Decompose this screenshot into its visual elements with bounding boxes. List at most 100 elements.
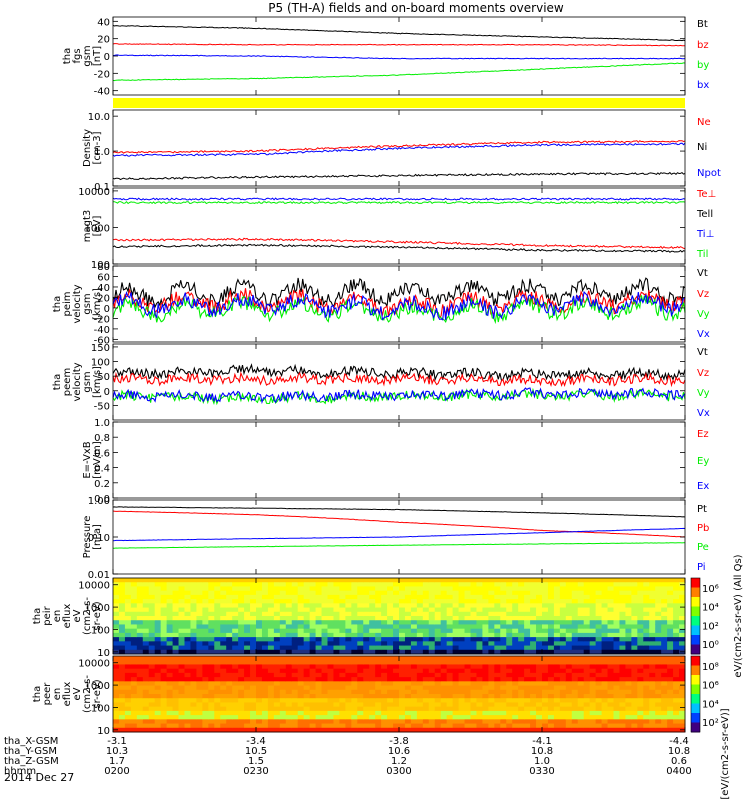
quality-flag-bar xyxy=(113,98,685,108)
efield-ytick: 0.6 xyxy=(94,448,110,459)
peim_velocity-ytick: 60 xyxy=(97,273,110,284)
peem_velocity-ytick: 50 xyxy=(97,372,110,383)
peim_velocity-series-Vx xyxy=(112,290,686,321)
ephem-value: 10.3 xyxy=(106,746,128,757)
pressure-ylabel-line: Pressure xyxy=(82,516,93,559)
ephem-value: 1.0 xyxy=(534,756,550,767)
peim_velocity-ytick: 0 xyxy=(104,304,110,315)
peer-colorbar: 10⁸ 10⁶ 10⁴ 10² [eV/(cm2-s-sr-eV)] xyxy=(690,655,731,800)
efield-ytick: 1.0 xyxy=(94,418,110,429)
temperature-series-Te⊥ xyxy=(112,237,686,250)
ephem-value: 10.5 xyxy=(245,746,267,757)
peir-ylabel-line: tha xyxy=(32,608,43,624)
pressure-legend-2: Pe xyxy=(697,542,709,553)
peir-colorbar-label: eV/(cm2-s-sr-eV) (All Qs) xyxy=(733,554,744,677)
efield-legend-2: Ex xyxy=(697,481,709,492)
peem_velocity-series-Vt xyxy=(112,363,686,382)
peim_velocity-ylabel-line: peim xyxy=(62,291,73,316)
peir-ytick: 1000 xyxy=(85,603,110,614)
peir-ylabel-line: eflux xyxy=(62,604,73,629)
fgs-legend-3: bx xyxy=(697,80,709,91)
peem_velocity-series-Vx xyxy=(112,387,686,405)
density-ylabel-line: [cm-3] xyxy=(92,131,103,164)
pressure-legend-1: Pb xyxy=(697,523,709,534)
peim_velocity-ylabel-line: velocity xyxy=(72,284,83,323)
peer-ytick: 10 xyxy=(97,726,110,737)
peem_velocity-legend-2: Vy xyxy=(697,388,710,399)
peim_velocity-legend-3: Vx xyxy=(697,329,710,340)
fgs-ytick: -20 xyxy=(94,69,110,80)
pressure-legend-3: Pi xyxy=(697,562,706,573)
efield-ylabel-line: [mV/m] xyxy=(92,441,103,479)
peim_velocity-ytick: 20 xyxy=(97,293,110,304)
peer-colorbar-tick: 10⁸ xyxy=(702,662,719,673)
temperature-series-Til xyxy=(112,200,686,205)
pressure-series-Pi xyxy=(112,527,686,542)
peir-colorbar-tick: 10⁶ xyxy=(702,584,719,595)
fgs-series-bz xyxy=(112,43,686,47)
peer-ytick: 100 xyxy=(91,704,110,715)
fgs-series-Bt xyxy=(112,24,686,42)
density-ytick: 0.1 xyxy=(94,182,110,193)
efield-ytick: 0.0 xyxy=(94,494,110,505)
peim_velocity-legend-2: Vy xyxy=(697,309,710,320)
temperature-ylabel-line: magt3 xyxy=(82,210,93,243)
ephem-value: 0300 xyxy=(386,766,411,777)
peem_velocity-ylabel-line: peem xyxy=(62,368,73,396)
fgs-series-by xyxy=(112,62,686,82)
ephem-value: -3.8 xyxy=(389,736,409,747)
peir-ylabel-line: peir xyxy=(42,605,53,625)
efield-ylabel-line: E=-VxB xyxy=(82,441,93,478)
fgs-legend-2: by xyxy=(697,60,709,71)
density-series-Ni xyxy=(112,171,686,181)
fgs-legend-1: bz xyxy=(697,40,709,51)
fgs-legend-0: Bt xyxy=(697,19,708,30)
ephem-value: -4.1 xyxy=(532,736,552,747)
density-ytick: 10.0 xyxy=(88,112,110,123)
fgs-ytick: 40 xyxy=(97,17,110,28)
ephem-value: 0330 xyxy=(529,766,554,777)
peim_velocity-ylabel-line: tha xyxy=(52,296,63,312)
peer-ylabel-line: eflux xyxy=(62,682,73,707)
peer-ylabel-line: (cm2-s- xyxy=(82,675,93,713)
peem_velocity-ylabel-line: gsm xyxy=(82,371,93,392)
ephem-value: 10.8 xyxy=(668,746,690,757)
ephem-value: 10.8 xyxy=(531,746,553,757)
panel-peer: 10⁸ 10⁶ 10⁴ 10² [eV/(cm2-s-sr-eV)] 10000 1000 1… xyxy=(32,655,731,800)
pressure-ylabel-line: [nPa] xyxy=(92,524,103,550)
temperature-ylabel-line: [eV] xyxy=(92,216,103,237)
peer-spectrogram xyxy=(113,656,686,733)
ephem-value: 1.5 xyxy=(248,756,264,767)
panel-fgs: Bt bz by bx 40 20 0 -20 -40 tha fgs gsm [nT] xyxy=(62,16,709,98)
pressure-ytick: 1.00 xyxy=(88,496,110,507)
ephem-value: 0230 xyxy=(243,766,268,777)
ephem-value: -3.4 xyxy=(246,736,266,747)
ephemeris-table: tha_X-GSMtha_Y-GSMtha_Z-GSMhhmm-3.110.31… xyxy=(4,736,692,777)
peem_velocity-ytick: 150 xyxy=(91,343,110,354)
peir-ylabel-line: (cm2-s- xyxy=(82,597,93,635)
temperature-ytick: 100 xyxy=(91,260,110,271)
temperature-legend-1: Tell xyxy=(696,209,713,220)
density-series-Ne xyxy=(112,140,686,154)
peim_velocity-series-Vz xyxy=(112,288,686,319)
peem_velocity-ylabel-line: [km/s] xyxy=(92,366,103,398)
peer-ylabel-line: eV xyxy=(72,687,83,700)
peer-ytick: 1000 xyxy=(85,681,110,692)
pressure-series-Pe xyxy=(112,542,686,549)
panel-pressure: Pt Pb Pe Pi 1.00 0.10 0.01 Pressure [nPa] xyxy=(82,496,709,581)
panel-density: Ne Ni Npot 10.0 1.0 0.1 Density [cm-3] xyxy=(82,109,721,193)
peem_velocity-legend-3: Vx xyxy=(697,408,710,419)
fgs-ylabel-line: gsm xyxy=(82,45,93,66)
pressure-ytick: 0.01 xyxy=(88,570,110,581)
fgs-ytick: 20 xyxy=(97,35,110,46)
fgs-ytick: 0 xyxy=(104,52,110,63)
peim_velocity-ytick: 40 xyxy=(97,283,110,294)
ephem-value: 10.6 xyxy=(388,746,410,757)
peim_velocity-ytick: 80 xyxy=(97,262,110,273)
fgs-series-bx xyxy=(112,54,686,60)
peem_velocity-ylabel-line: tha xyxy=(52,374,63,390)
density-ylabel-line: Density xyxy=(82,129,93,167)
